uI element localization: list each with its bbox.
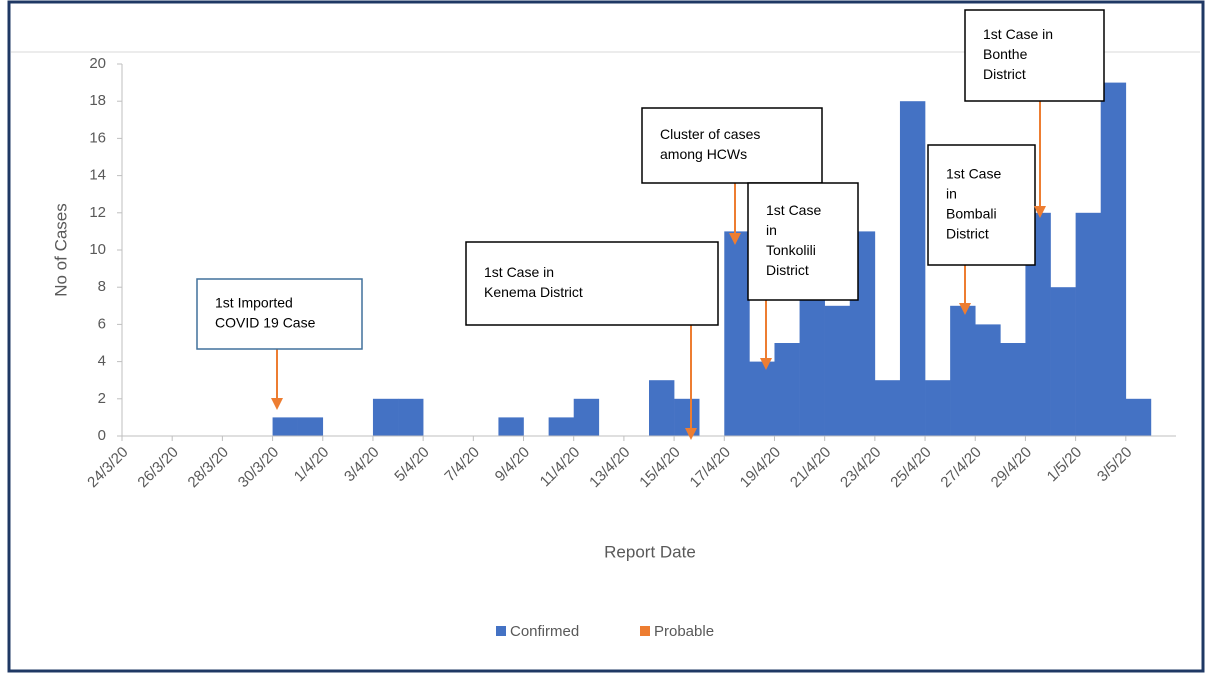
legend-swatch [640,626,650,636]
annotation-text: in [766,222,777,238]
y-axis-title: No of Cases [51,203,70,297]
bar [649,380,675,436]
annotation-text: in [946,186,957,202]
x-axis-title: Report Date [604,542,696,561]
bar [975,324,1001,436]
annotation-text: District [766,262,809,278]
annotation-text: 1st Imported [215,295,293,311]
y-tick-label: 4 [98,353,106,370]
annotation-text: 1st Case in [484,264,554,280]
legend-swatch [496,626,506,636]
y-tick-label: 0 [98,427,106,444]
bar [774,343,800,436]
annotation-box [747,182,859,301]
bar [372,398,399,436]
frame [7,0,1205,673]
bar [1125,398,1152,436]
annotation-arrowhead [685,428,697,440]
bar [874,380,901,436]
legend-label: Probable [654,623,714,640]
annotation-arrowhead [729,233,741,245]
bar [573,398,600,436]
bar [724,231,750,436]
annotation-text: District [983,66,1026,82]
annotation-box [641,107,823,184]
annotation-text: District [946,226,989,242]
bar [297,417,324,436]
annotation-arrowhead [760,358,772,370]
annotation-text: 1st Case [946,166,1001,182]
bar [824,305,851,436]
bar [950,305,976,436]
y-tick-label: 2 [98,390,106,407]
annotation-arrowhead [959,303,971,315]
bar [925,380,951,436]
bar [1000,343,1026,436]
annotation-text: 1st Case [766,202,821,218]
annotation-box [196,278,363,350]
annotation-box [964,9,1105,102]
annotation-arrowhead [1034,206,1046,218]
annotation-box [465,241,719,326]
bar [548,417,575,436]
annotation-text: Kenema District [484,284,583,300]
y-tick-label: 10 [89,241,106,258]
annotation-arrowhead [271,398,283,410]
bar [1075,212,1102,436]
y-tick-label: 14 [89,167,106,184]
bar [749,361,775,436]
y-tick-label: 6 [98,315,106,332]
annotation-text: Cluster of cases [660,126,760,142]
bar [272,417,298,436]
y-tick-label: 18 [89,92,106,109]
annotation-text: Bombali [946,206,997,222]
bar [899,101,926,436]
annotation-text: Bonthe [983,46,1028,62]
y-tick-label: 8 [98,278,106,295]
bar [799,287,825,436]
y-tick-label: 12 [89,204,106,221]
legend-label: Confirmed [510,623,579,640]
annotation-text: 1st Case in [983,26,1053,42]
bar [1100,82,1127,436]
bar [498,417,524,436]
annotation-text: COVID 19 Case [215,315,316,331]
annotation-box [927,144,1036,266]
bar [1050,287,1076,436]
annotation-text: Tonkolili [766,242,816,258]
y-tick-label: 20 [89,55,106,72]
bar [398,398,424,436]
annotation-text: among HCWs [660,146,747,162]
y-tick-label: 16 [89,129,106,146]
